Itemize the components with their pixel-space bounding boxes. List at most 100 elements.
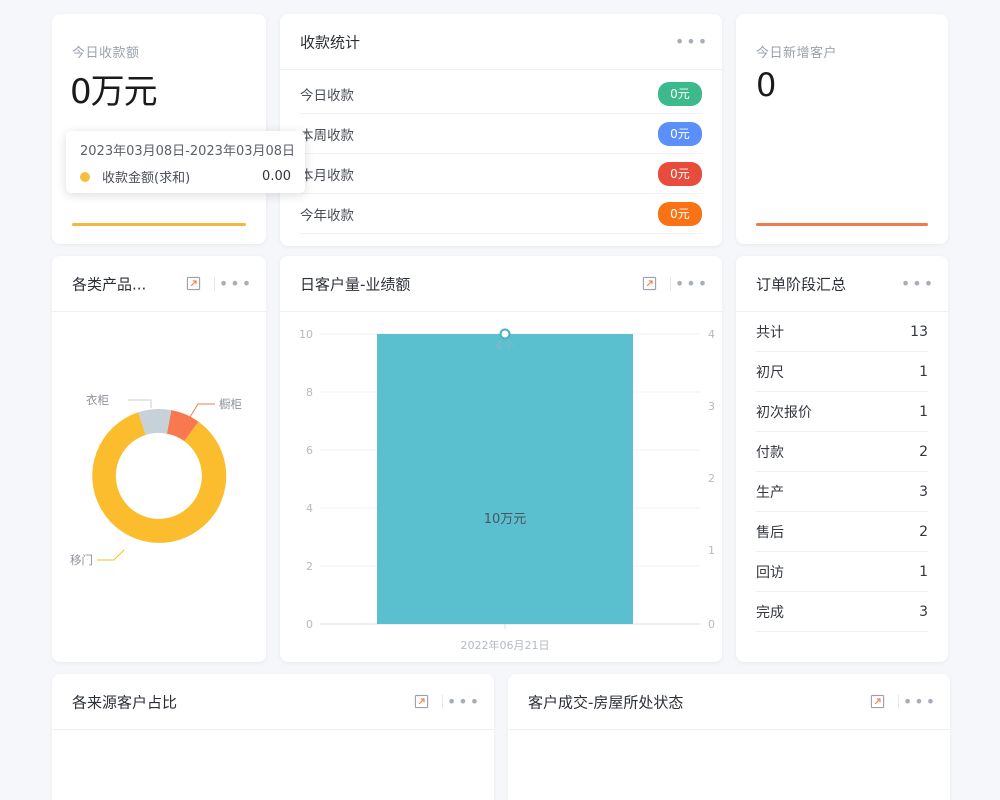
ellipsis-icon[interactable]: •••	[900, 273, 936, 293]
external-link-icon[interactable]	[635, 272, 663, 296]
table-row[interactable]: 完成 3	[756, 592, 928, 632]
donut-chart[interactable]: 衣柜 橱柜 移门	[52, 312, 266, 660]
y-axis-right-tick: 4	[708, 328, 715, 341]
house-status-pie-chart[interactable]: 精装修: 13.33% 未交房: 13.33%	[508, 730, 950, 800]
card-header-actions: •••	[900, 272, 936, 296]
stat-row[interactable]: 今年收款 0元	[300, 194, 702, 234]
card-header: 客户成交-房屋所处状态 •••	[508, 674, 950, 730]
table-row[interactable]: 付款 2	[756, 432, 928, 472]
stat-row[interactable]: 本月收款 0元	[300, 154, 702, 194]
status-badge: 0元	[658, 81, 702, 106]
table-row[interactable]: 初次报价 1	[756, 392, 928, 432]
leader-line	[97, 549, 125, 561]
stage-count: 2	[919, 523, 928, 540]
stat-row[interactable]: 本周收款 0元	[300, 114, 702, 154]
donut-slice-yimen	[92, 412, 227, 543]
ellipsis-icon[interactable]: •••	[674, 273, 710, 293]
ellipsis-icon[interactable]: •••	[446, 691, 482, 711]
card-title: 订单阶段汇总	[756, 275, 847, 293]
card-header-actions: •••	[674, 30, 710, 54]
divider	[898, 694, 899, 709]
external-link-icon[interactable]	[179, 272, 207, 296]
y-axis-right-tick: 3	[708, 400, 715, 413]
donut-slice-yigui	[138, 408, 172, 435]
kpi-underline	[72, 223, 246, 226]
stage-count: 3	[919, 483, 928, 500]
ellipsis-icon[interactable]: •••	[218, 273, 254, 293]
stage-count: 13	[910, 323, 928, 340]
kpi-card-today-receipt[interactable]: 今日收款额 0万元	[52, 14, 266, 244]
card-title: 各来源客户占比	[72, 693, 178, 711]
point-value-label: 4个	[495, 339, 515, 353]
stat-row[interactable]: 今日收款 0元	[300, 74, 702, 114]
y-axis-right-tick: 0	[708, 618, 715, 631]
legend-dot-icon	[80, 171, 90, 182]
stat-label: 今日收款	[300, 87, 354, 104]
card-title: 日客户量-业绩额	[300, 275, 411, 293]
table-row[interactable]: 回访 1	[756, 552, 928, 592]
status-badge: 0元	[658, 201, 702, 226]
card-header-actions: •••	[179, 272, 254, 296]
stat-label: 本周收款	[300, 127, 354, 144]
customer-source-pie-card: 各来源客户占比 ••• 其他渠道 大众点评	[52, 674, 494, 800]
stage-count: 3	[919, 603, 928, 620]
source-pie-chart[interactable]: 其他渠道 大众点评	[52, 730, 494, 800]
order-stage-summary-card: 订单阶段汇总 ••• 共计 13 初尺 1 初次报价 1 付款 2 生产 3 售…	[736, 256, 948, 662]
bar-line-chart[interactable]: 10 8 6 4 2 0 4 3 2 1 0 10万元 4个 2022年06月2…	[280, 312, 722, 660]
y-axis-left-tick: 2	[306, 560, 313, 573]
donut-slice-chugui	[166, 410, 199, 442]
card-header-actions: •••	[635, 272, 710, 296]
stage-count: 1	[919, 563, 928, 580]
stage-name: 生产	[756, 484, 784, 501]
tooltip-series-name: 收款金额(求和)	[102, 171, 191, 186]
kpi-label: 今日新增客户	[756, 46, 838, 61]
kpi-card-today-new-customers[interactable]: 今日新增客户 0	[736, 14, 948, 244]
y-axis-left-tick: 10	[299, 328, 313, 341]
donut-label-yigui: 衣柜	[86, 393, 109, 407]
stage-name: 完成	[756, 604, 784, 621]
line-point-customers[interactable]	[499, 328, 511, 340]
card-header: 各类产品... •••	[52, 256, 266, 312]
stage-count: 1	[919, 363, 928, 380]
stage-count: 1	[919, 403, 928, 420]
ellipsis-icon[interactable]: •••	[902, 691, 938, 711]
y-axis-right-tick: 2	[708, 472, 715, 485]
chart-tooltip: 2023年03月08日-2023年03月08日 收款金额(求和) 0.00	[66, 131, 305, 193]
card-title: 收款统计	[300, 33, 361, 51]
y-axis-left-tick: 4	[306, 502, 313, 515]
donut-label-yimen: 移门	[70, 553, 93, 567]
tooltip-title: 2023年03月08日-2023年03月08日	[80, 144, 296, 159]
y-axis-left-tick: 6	[306, 444, 313, 457]
stat-label: 本月收款	[300, 167, 354, 184]
status-badge: 0元	[658, 121, 702, 146]
tooltip-series-value: 0.00	[262, 169, 291, 184]
ellipsis-icon[interactable]: •••	[674, 31, 710, 51]
leader-line	[128, 399, 152, 408]
stage-name: 初尺	[756, 364, 784, 381]
house-status-pie-card: 客户成交-房屋所处状态 ••• 精装修: 13.33%	[508, 674, 950, 800]
kpi-value: 0	[756, 66, 776, 104]
donut-label-chugui: 橱柜	[219, 397, 242, 411]
external-link-icon[interactable]	[863, 690, 891, 714]
external-link-icon[interactable]	[407, 690, 435, 714]
daily-customer-performance-card: 日客户量-业绩额 ••• 10	[280, 256, 722, 662]
table-row[interactable]: 初尺 1	[756, 352, 928, 392]
bar-value-label: 10万元	[484, 512, 527, 527]
card-header: 各来源客户占比 •••	[52, 674, 494, 730]
status-badge: 0元	[658, 161, 702, 186]
product-donut-card: 各类产品... •••	[52, 256, 266, 662]
card-header-actions: •••	[407, 690, 482, 714]
stage-name: 初次报价	[756, 404, 812, 421]
kpi-label: 今日收款额	[72, 46, 140, 61]
table-row[interactable]: 售后 2	[756, 512, 928, 552]
table-row[interactable]: 共计 13	[756, 312, 928, 352]
card-title: 客户成交-房屋所处状态	[528, 693, 684, 711]
stage-name: 付款	[756, 444, 784, 461]
stage-name: 售后	[756, 524, 784, 541]
tooltip-series-row: 收款金额(求和) 0.00	[80, 167, 291, 186]
table-row[interactable]: 生产 3	[756, 472, 928, 512]
bar-series-performance[interactable]	[377, 334, 633, 624]
y-axis-right-tick: 1	[708, 544, 715, 557]
card-header: 订单阶段汇总 •••	[736, 256, 948, 312]
